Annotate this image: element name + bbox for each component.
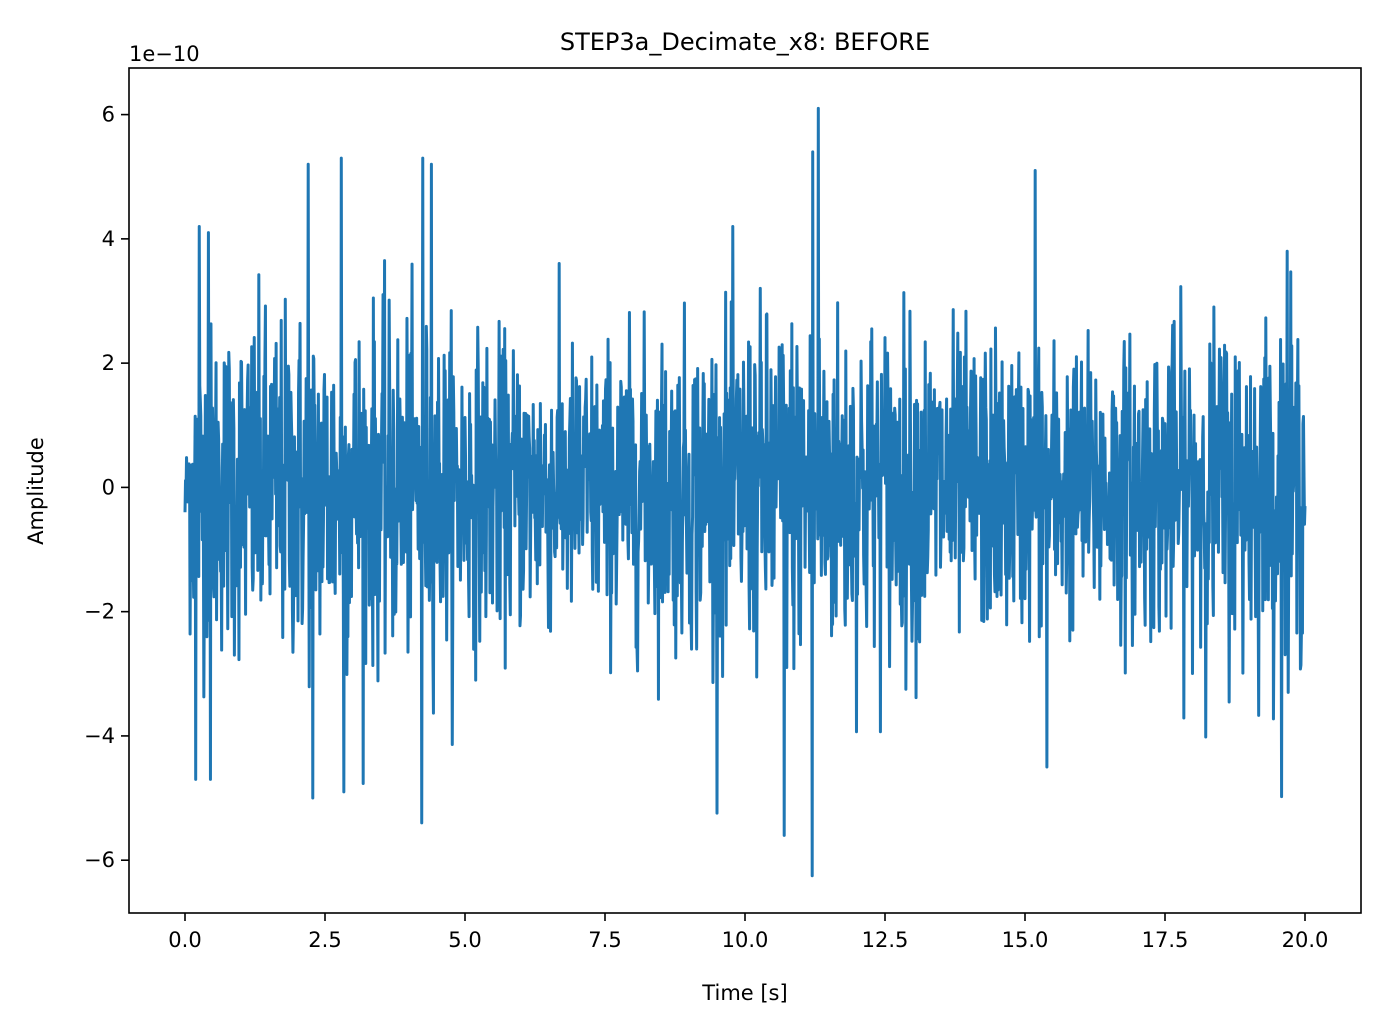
- x-tick-label: 7.5: [588, 928, 621, 952]
- chart-title: STEP3a_Decimate_x8: BEFORE: [560, 28, 930, 56]
- x-axis-label: Time [s]: [701, 981, 787, 1005]
- y-tick-label: 4: [102, 227, 115, 251]
- y-tick-label: 6: [102, 103, 115, 127]
- y-tick-label: −4: [84, 724, 115, 748]
- x-tick-label: 5.0: [448, 928, 481, 952]
- x-tick-label: 15.0: [1002, 928, 1049, 952]
- y-tick-label: 2: [102, 351, 115, 375]
- x-tick-label: 20.0: [1282, 928, 1329, 952]
- x-tick-label: 0.0: [168, 928, 201, 952]
- y-axis-ticks: −6 −4 −2 0 2 4 6: [84, 103, 129, 872]
- y-tick-label: −6: [84, 848, 115, 872]
- y-tick-label: 0: [102, 475, 115, 499]
- x-axis-ticks: 0.0 2.5 5.0 7.5 10.0 12.5 15.0 17.5 20.0: [168, 913, 1328, 952]
- x-tick-label: 2.5: [308, 928, 341, 952]
- y-scale-offset-label: 1e−10: [129, 42, 200, 66]
- x-tick-label: 12.5: [862, 928, 909, 952]
- x-tick-label: 10.0: [722, 928, 769, 952]
- y-tick-label: −2: [84, 600, 115, 624]
- y-axis-label: Amplitude: [24, 437, 48, 545]
- series-line-amplitude: [183, 106, 1307, 878]
- x-tick-label: 17.5: [1142, 928, 1189, 952]
